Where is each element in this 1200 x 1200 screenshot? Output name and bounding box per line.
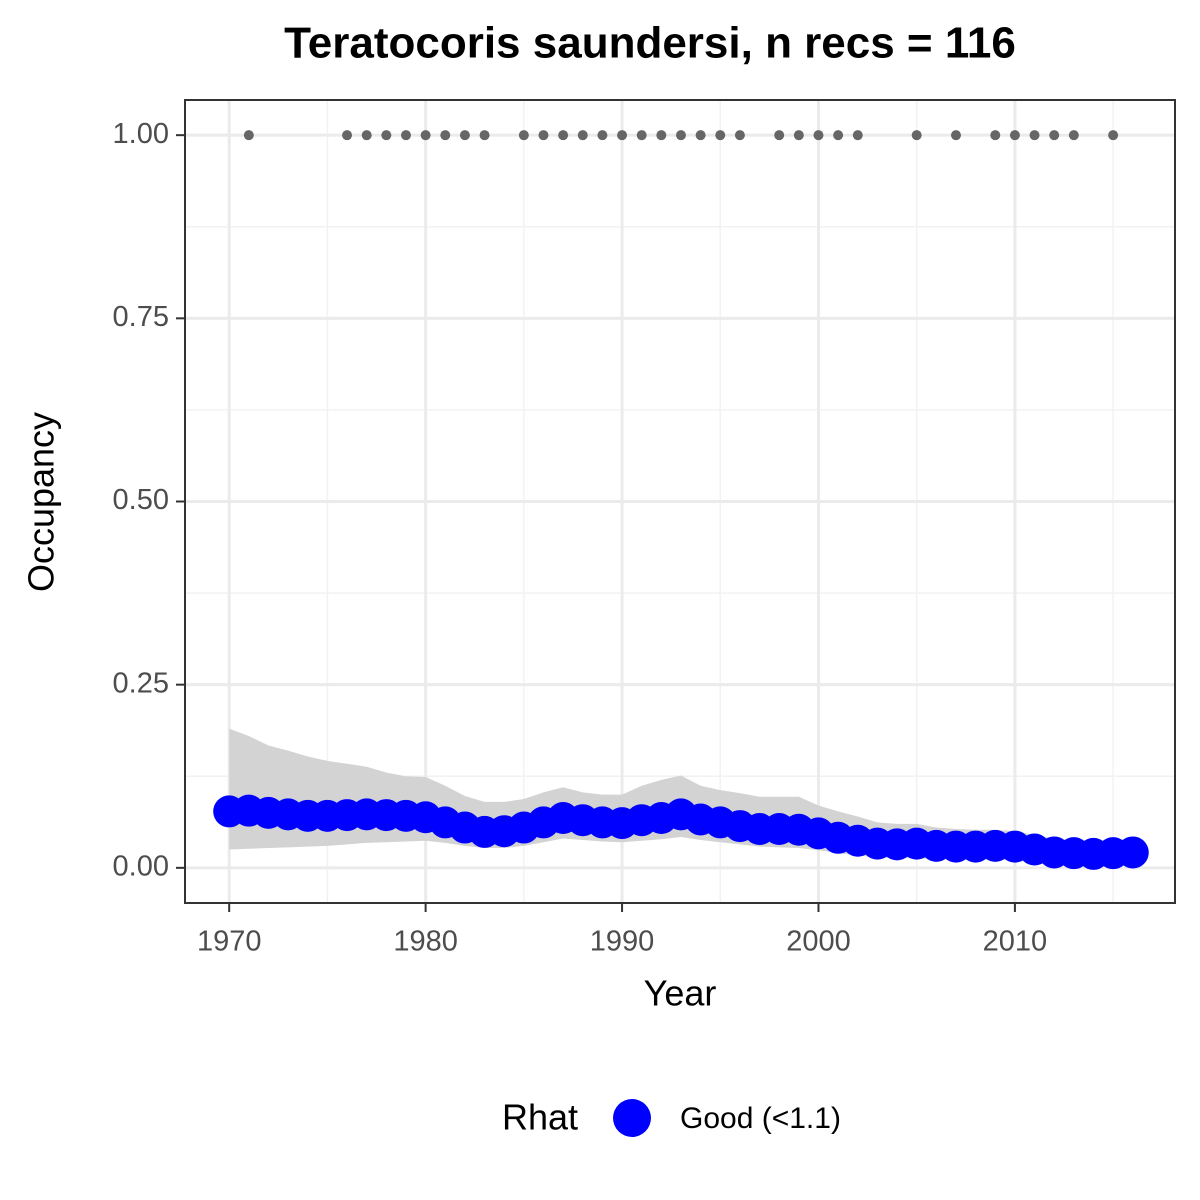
record-point (813, 130, 824, 141)
record-point (1009, 130, 1020, 141)
x-tick-label: 2000 (786, 926, 851, 958)
record-point (793, 130, 804, 141)
record-point (695, 130, 706, 141)
record-point (440, 130, 451, 141)
data-point (1116, 836, 1149, 869)
y-tick-label: 0.50 (113, 484, 169, 516)
record-point (1068, 130, 1079, 141)
x-tick-label: 1990 (590, 926, 655, 958)
record-point (852, 130, 863, 141)
record-point (558, 130, 569, 141)
record-point (675, 130, 686, 141)
y-tick-label: 0.75 (113, 301, 169, 333)
record-point (774, 130, 785, 141)
x-tick-label: 1970 (197, 926, 262, 958)
record-point (597, 130, 608, 141)
y-tick-label: 1.00 (113, 118, 169, 150)
record-point (420, 130, 431, 141)
record-point (577, 130, 588, 141)
record-point (538, 130, 549, 141)
plot-border (184, 99, 1176, 904)
record-point (950, 130, 961, 141)
record-point (459, 130, 470, 141)
legend-label: Good (<1.1) (680, 1102, 841, 1135)
record-point (636, 130, 647, 141)
record-point (342, 130, 353, 141)
record-point (243, 130, 254, 141)
record-point (1049, 130, 1060, 141)
y-tick-label: 0.00 (113, 850, 169, 882)
record-point (479, 130, 490, 141)
y-axis-label: Occupancy (21, 412, 62, 592)
x-tick-label: 2010 (983, 926, 1048, 958)
record-point (734, 130, 745, 141)
record-point (518, 130, 529, 141)
record-point (400, 130, 411, 141)
record-point (911, 130, 922, 141)
record-point (715, 130, 726, 141)
record-point (361, 130, 372, 141)
record-point (1029, 130, 1040, 141)
record-point (990, 130, 1001, 141)
chart-title: Teratocoris saundersi, n recs = 116 (284, 19, 1016, 68)
record-point (656, 130, 667, 141)
x-axis-label: Year (644, 973, 717, 1014)
record-point (617, 130, 628, 141)
x-tick-label: 1980 (393, 926, 458, 958)
legend-title: Rhat (502, 1097, 578, 1138)
legend-key (613, 1099, 651, 1137)
y-tick-label: 0.25 (113, 667, 169, 699)
record-point (381, 130, 392, 141)
record-point (833, 130, 844, 141)
record-point (1108, 130, 1119, 141)
